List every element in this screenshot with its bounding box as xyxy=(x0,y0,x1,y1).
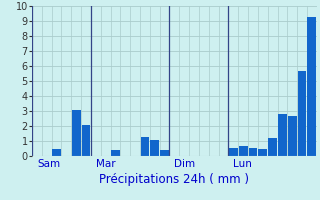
Bar xyxy=(82,124,91,156)
Bar xyxy=(111,150,120,156)
Bar xyxy=(249,148,257,156)
Bar xyxy=(308,17,316,156)
Bar xyxy=(298,71,307,156)
Bar xyxy=(52,148,61,156)
Bar xyxy=(288,116,297,156)
Bar xyxy=(229,148,238,156)
Bar xyxy=(268,138,277,156)
Bar xyxy=(239,146,248,156)
Bar xyxy=(150,140,159,156)
X-axis label: Précipitations 24h ( mm ): Précipitations 24h ( mm ) xyxy=(100,173,249,186)
Bar xyxy=(278,114,287,156)
Bar xyxy=(160,150,169,156)
Bar xyxy=(258,149,267,156)
Bar xyxy=(140,137,149,156)
Bar xyxy=(72,110,81,156)
